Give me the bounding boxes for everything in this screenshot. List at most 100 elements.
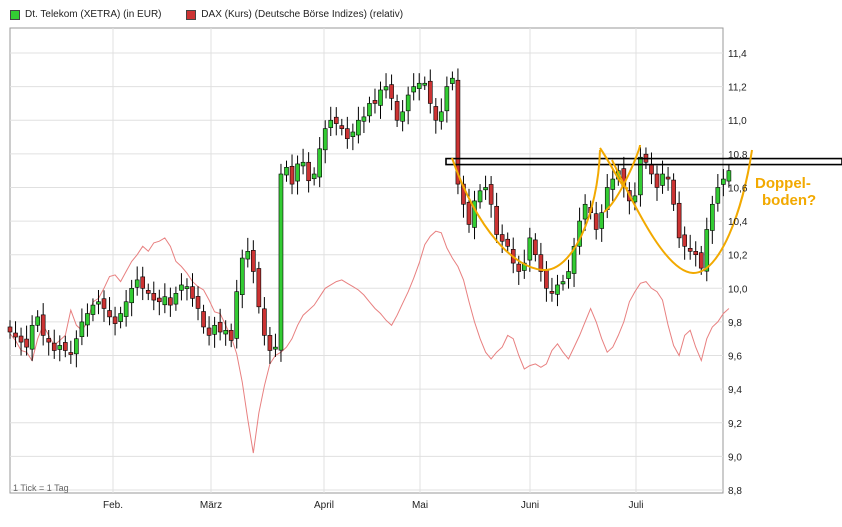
candle <box>123 289 129 327</box>
candle-body-down <box>201 311 206 328</box>
candle-body-down <box>394 101 400 121</box>
candle <box>46 329 52 356</box>
candle-body-up <box>356 119 361 136</box>
annotation-line2: boden? <box>762 192 816 209</box>
candle <box>195 286 201 321</box>
candle-body-up <box>134 279 140 288</box>
y-tick-label: 11,2 <box>728 83 747 94</box>
candle-body-down <box>433 106 439 121</box>
candle-body-down <box>538 254 544 272</box>
candle-body-down <box>168 297 173 306</box>
y-tick-label: 9,8 <box>728 318 742 329</box>
candle-body-up <box>90 304 96 315</box>
candle-body-down <box>649 163 654 175</box>
candle <box>145 283 151 301</box>
candle <box>477 184 483 209</box>
y-tick-label: 8,8 <box>728 486 742 497</box>
candle-body-down <box>654 173 660 188</box>
candle <box>118 306 123 329</box>
candle <box>389 74 394 111</box>
candle <box>107 297 112 326</box>
candle-body-up <box>300 161 306 167</box>
candle-body-down <box>676 202 682 239</box>
candle-body-up <box>422 82 428 86</box>
candle <box>416 73 422 101</box>
candle-body-up <box>571 245 577 274</box>
candle-body-up <box>477 190 483 203</box>
candle-body-down <box>140 276 146 289</box>
annotation-line1: Doppel- <box>755 175 811 192</box>
candle-body-down <box>698 252 704 269</box>
candle <box>726 163 732 188</box>
y-tick-label: 9,4 <box>728 385 742 396</box>
candle-body-up <box>411 86 416 93</box>
candle-body-down <box>46 338 52 343</box>
candle-body-down <box>372 100 378 104</box>
candle <box>168 287 173 317</box>
candle-body-down <box>7 326 13 333</box>
candle <box>665 166 671 191</box>
candle <box>671 173 676 211</box>
candle-body-up <box>273 346 278 350</box>
candle-body-up <box>610 178 616 190</box>
x-tick-label: März <box>200 500 222 511</box>
y-tick-label: 9,2 <box>728 419 742 430</box>
candle <box>571 237 577 287</box>
candle-body-down <box>306 161 311 182</box>
y-tick-label: 9,0 <box>728 452 742 463</box>
candle-body-down <box>466 201 472 225</box>
candle-body-down <box>262 308 267 336</box>
candle <box>206 316 212 346</box>
x-axis: Feb. März April Mai Juni Juli <box>103 500 644 511</box>
candle-body-up <box>521 262 527 271</box>
candle-body-down <box>112 316 118 324</box>
candle <box>345 116 350 149</box>
candle-body-up <box>223 330 228 335</box>
candle <box>295 155 300 195</box>
candle <box>112 306 118 336</box>
candle <box>322 120 328 164</box>
candle <box>356 106 361 144</box>
candle <box>450 71 455 91</box>
candle <box>184 278 190 301</box>
candle-body-down <box>190 286 195 299</box>
candle <box>676 191 682 248</box>
candle-body-down <box>68 352 74 355</box>
chart-legend: Dt. Telekom (XETRA) (in EUR) DAX (Kurs) … <box>10 9 425 23</box>
candle <box>306 152 311 193</box>
candle-body-up <box>295 163 300 182</box>
tick-note: 1 Tick = 1 Tag <box>13 483 69 493</box>
candle <box>40 303 46 346</box>
candle-body-down <box>687 248 693 252</box>
candle <box>311 167 317 186</box>
candle <box>339 118 345 136</box>
candle-body-up <box>234 291 240 339</box>
y-tick-label: 10,6 <box>728 183 748 194</box>
candle <box>68 340 74 364</box>
candle-body-up <box>582 203 588 220</box>
candle <box>217 308 223 341</box>
candle <box>201 304 206 334</box>
legend-item-dax[interactable]: DAX (Kurs) (Deutsche Börse Indizes) (rel… <box>186 9 403 20</box>
candle <box>721 168 726 197</box>
candle-body-up <box>284 166 289 176</box>
candle <box>151 281 157 311</box>
candle <box>687 234 693 260</box>
candle-body-down <box>665 176 671 180</box>
candle-body-down <box>228 330 234 341</box>
legend-label-telekom: Dt. Telekom (XETRA) (in EUR) <box>25 9 162 20</box>
candle <box>134 266 140 296</box>
candle-body-down <box>516 263 522 272</box>
candle <box>328 106 334 137</box>
legend-item-telekom[interactable]: Dt. Telekom (XETRA) (in EUR) <box>10 9 162 20</box>
candle-body-up <box>29 324 35 350</box>
candle <box>62 335 68 358</box>
candle <box>682 226 687 260</box>
candle-body-down <box>455 79 461 185</box>
candle <box>461 175 466 218</box>
candle-body-up <box>566 271 571 279</box>
candle <box>533 233 538 262</box>
candle-body-up <box>322 128 328 151</box>
candle <box>29 315 35 361</box>
candle <box>179 273 184 301</box>
